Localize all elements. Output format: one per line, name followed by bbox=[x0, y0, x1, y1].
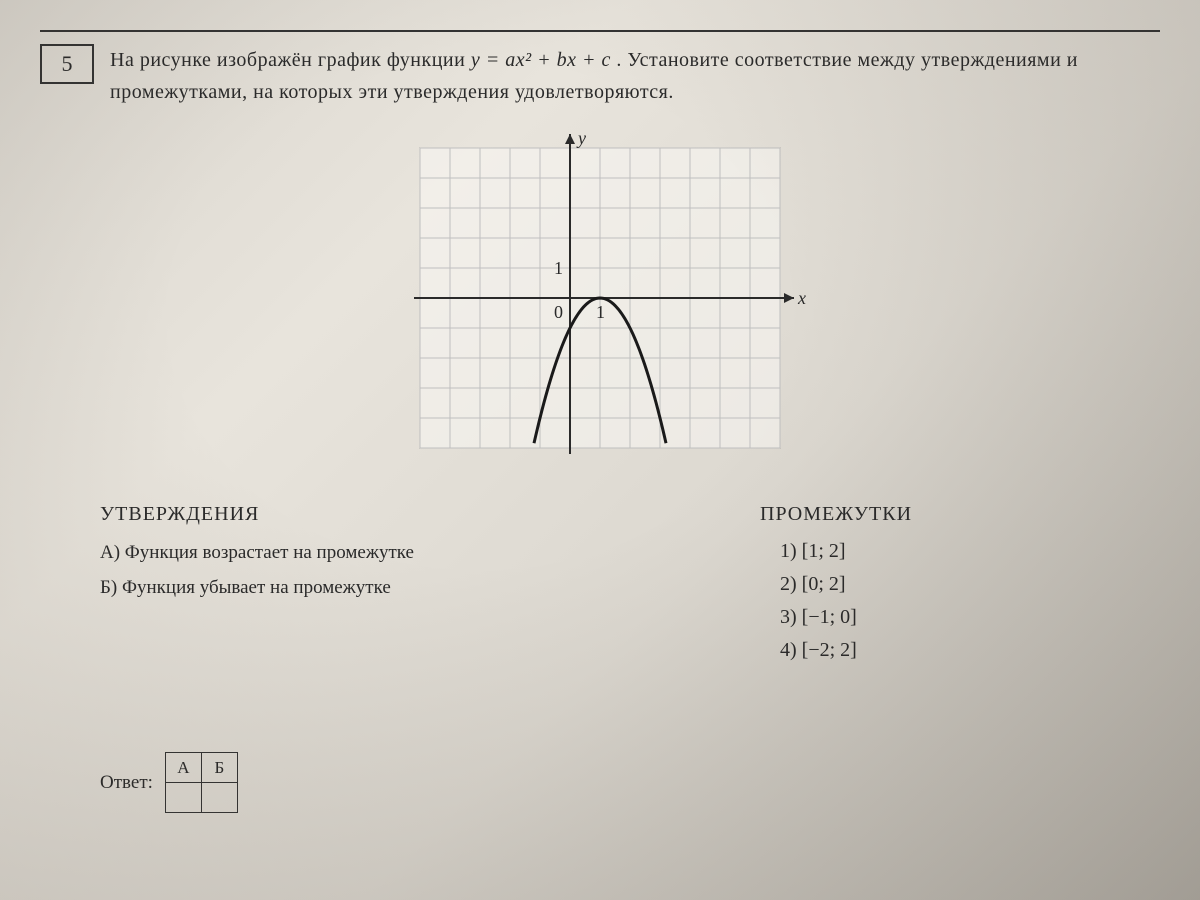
intervals-title: ПРОМЕЖУТКИ bbox=[760, 503, 1160, 526]
interval-item: 4) [−2; 2] bbox=[760, 639, 1160, 662]
statements-title: УТВЕРЖДЕНИЯ bbox=[100, 503, 680, 526]
answer-grid: А Б bbox=[165, 752, 238, 813]
chart-container: 1 0 1 x y bbox=[40, 128, 1160, 473]
svg-text:x: x bbox=[797, 288, 806, 308]
intervals-column: ПРОМЕЖУТКИ 1) [1; 2] 2) [0; 2] 3) [−1; 0] 4… bbox=[760, 503, 1160, 672]
interval-item: 2) [0; 2] bbox=[760, 573, 1160, 596]
problem-number: 5 bbox=[62, 51, 73, 77]
svg-text:0: 0 bbox=[554, 302, 563, 322]
svg-text:1: 1 bbox=[554, 258, 563, 278]
problem-text: На рисунке изображён график функции y = … bbox=[110, 44, 1160, 108]
interval-item: 1) [1; 2] bbox=[760, 540, 1160, 563]
answer-label: Ответ: bbox=[100, 772, 153, 794]
problem-text-before: На рисунке изображён график функции bbox=[110, 49, 471, 71]
columns: УТВЕРЖДЕНИЯ А) Функция возрастает на про… bbox=[40, 503, 1160, 672]
formula: y = ax² + bx + c bbox=[471, 49, 611, 71]
answer-cell-a[interactable] bbox=[165, 783, 201, 813]
problem-number-box: 5 bbox=[40, 44, 94, 84]
answer-header-a: А bbox=[165, 753, 201, 783]
parabola-chart: 1 0 1 x y bbox=[390, 128, 810, 473]
answer-row: Ответ: А Б bbox=[40, 752, 1160, 813]
answer-header-b: Б bbox=[201, 753, 237, 783]
statement-item: Б) Функция убывает на промежутке bbox=[100, 575, 680, 602]
problem-header: 5 На рисунке изображён график функции y … bbox=[40, 44, 1160, 108]
answer-cell-b[interactable] bbox=[201, 783, 237, 813]
top-divider bbox=[40, 30, 1160, 32]
interval-item: 3) [−1; 0] bbox=[760, 606, 1160, 629]
statement-item: А) Функция возрастает на промежутке bbox=[100, 540, 680, 567]
svg-text:y: y bbox=[576, 128, 586, 148]
svg-text:1: 1 bbox=[596, 302, 605, 322]
statements-column: УТВЕРЖДЕНИЯ А) Функция возрастает на про… bbox=[40, 503, 680, 672]
